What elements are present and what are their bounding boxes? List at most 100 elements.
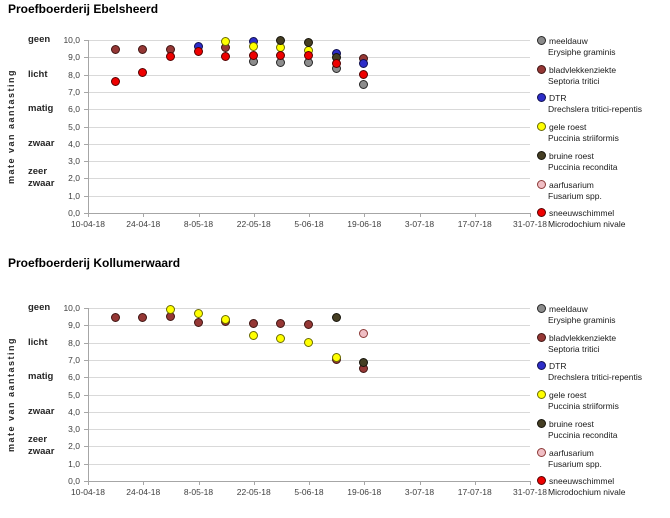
point-sneeuwschimmel — [138, 67, 148, 77]
gele-roest-marker-icon — [537, 122, 546, 132]
y-axis-title: mate van aantasting — [6, 336, 16, 453]
point-sneeuwschimmel — [331, 59, 341, 69]
legend-latin-name: Septoria tritici — [548, 343, 600, 354]
x-tick-label: 19-06-18 — [347, 219, 382, 229]
legend-name: gele roest — [549, 390, 587, 401]
y-tick-label: 1,0 — [68, 458, 80, 469]
legend-latin-name: Microdochium nivale — [548, 487, 626, 498]
y-category-label: licht — [28, 68, 48, 80]
point-gele-roest — [331, 353, 341, 363]
legend-entry: bruine roest Puccinia recondita — [537, 150, 669, 173]
point-sneeuwschimmel — [221, 52, 231, 62]
x-tick-mark — [198, 213, 200, 217]
x-tick-mark — [474, 213, 476, 217]
point-gele-roest — [304, 337, 313, 347]
x-tick-label: 31-07-18 — [512, 487, 548, 497]
y-tick-label: 2,0 — [68, 173, 80, 184]
point-bladvlekkenziekte — [138, 44, 148, 54]
gridline — [88, 411, 530, 413]
x-tick-mark — [364, 481, 366, 485]
point-bladvlekkenziekte — [304, 320, 313, 330]
legend-name: aarfusarium — [549, 447, 594, 458]
point-bruine-roest — [276, 35, 286, 45]
y-tick-mark — [84, 57, 88, 59]
x-tick-label: 10-04-18 — [70, 219, 106, 229]
y-tick-mark — [84, 411, 88, 413]
y-tick-mark — [84, 463, 88, 465]
legend-latin-name: Erysiphe graminis — [548, 315, 616, 325]
legend-name: bladvlekkenziekte — [549, 332, 617, 343]
x-tick-mark — [309, 481, 310, 485]
point-sneeuwschimmel — [165, 52, 175, 62]
DTR-marker-icon — [537, 93, 546, 103]
gridline — [88, 446, 530, 448]
legend-latin-name: Fusarium spp. — [548, 190, 602, 201]
point-bladvlekkenziekte — [110, 313, 120, 323]
y-tick-mark — [84, 143, 88, 145]
x-tick-label: 8-05-18 — [183, 219, 214, 229]
point-sneeuwschimmel — [276, 51, 286, 61]
y-tick-mark — [84, 109, 88, 111]
x-tick-label: 3-07-18 — [404, 487, 435, 497]
y-axis-line — [88, 308, 89, 481]
legend-name: aarfusarium — [549, 179, 594, 190]
point-bruine-roest — [359, 358, 369, 368]
legend-name: bruine roest — [549, 150, 594, 161]
x-tick-label: 8-05-18 — [183, 487, 214, 497]
x-tick-mark — [309, 213, 310, 217]
legend-name: sneeuwschimmel — [549, 208, 615, 219]
y-tick-label: 10,0 — [63, 303, 80, 313]
x-tick-mark — [88, 481, 89, 485]
y-tick-mark — [84, 178, 88, 180]
legend-latin-name: Microdochium nivale — [548, 219, 626, 230]
legend-entry: sneeuwschimmel Microdochium nivale — [537, 208, 669, 230]
gridline — [88, 109, 530, 111]
chart-title: Proefboerderij Kollumerwaard — [8, 256, 181, 270]
legend-latin-name: Fusarium spp. — [548, 458, 602, 469]
legend-name: bladvlekkenziekte — [549, 64, 617, 75]
legend-entry: aarfusarium Fusarium spp. — [537, 447, 669, 470]
point-bladvlekkenziekte — [193, 317, 203, 327]
chart-title: Proefboerderij Ebelsheerd — [8, 2, 159, 16]
y-tick-label: 3,0 — [68, 156, 80, 167]
legend-latin-name: Puccinia striiformis — [548, 133, 619, 144]
x-tick-label: 5-06-18 — [294, 219, 324, 229]
gridline — [88, 143, 530, 145]
point-sneeuwschimmel — [193, 47, 203, 57]
point-gele-roest — [165, 304, 175, 314]
x-tick-label: 22-05-18 — [236, 219, 271, 229]
x-tick-label: 22-05-18 — [236, 487, 271, 497]
point-bladvlekkenziekte — [138, 312, 148, 322]
y-category-label: zeer zwaar — [28, 166, 55, 190]
x-tick-mark — [88, 213, 89, 217]
point-bruine-roest — [304, 37, 313, 47]
legend-name: meeldauw — [549, 36, 588, 46]
point-sneeuwschimmel — [359, 69, 369, 79]
y-tick-label: 10,0 — [63, 35, 80, 45]
point-gele-roest — [276, 334, 286, 344]
x-tick-label: 17-07-18 — [457, 487, 492, 497]
x-tick-label: 10-04-18 — [70, 487, 106, 497]
bruine-roest-marker-icon — [537, 150, 546, 160]
y-axis-line — [88, 40, 89, 213]
gridline — [88, 463, 530, 465]
sneeuwschimmel-marker-icon — [537, 208, 546, 218]
y-tick-label: 9,0 — [68, 52, 80, 63]
legend-entry: bladvlekkenziekte Septoria tritici — [537, 332, 669, 355]
legend-latin-name: Drechslera tritici-repentis — [548, 104, 642, 115]
y-tick-mark — [84, 213, 88, 214]
y-category-label: zwaar — [28, 405, 55, 417]
aarfusarium-marker-icon — [537, 447, 546, 457]
x-tick-label: 31-07-18 — [512, 219, 548, 229]
legend-name: sneeuwschimmel — [549, 476, 615, 487]
x-tick-label: 19-06-18 — [347, 487, 382, 497]
x-tick-mark — [474, 481, 476, 485]
y-category-label: geen — [28, 34, 51, 45]
legend-name: meeldauw — [549, 304, 588, 314]
x-tick-label: 17-07-18 — [457, 219, 492, 229]
y-category-label: matig — [28, 103, 54, 115]
gridline — [88, 359, 530, 361]
aarfusarium-marker-icon — [537, 179, 546, 189]
point-sneeuwschimmel — [304, 50, 313, 60]
gridline — [88, 126, 530, 128]
